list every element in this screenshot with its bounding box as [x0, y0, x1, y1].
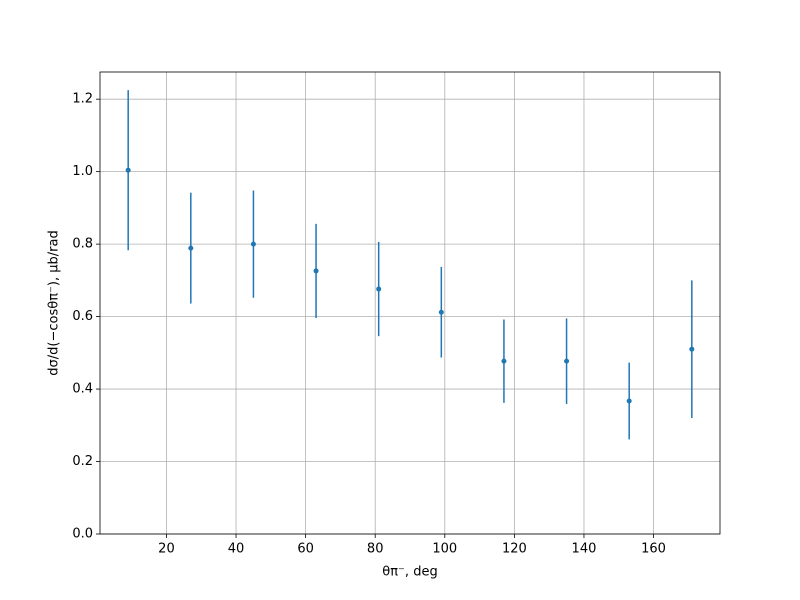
y-tick-label: 0.6: [72, 309, 93, 324]
x-tick-label: 80: [367, 542, 384, 557]
x-tick-label: 140: [572, 542, 597, 557]
data-point: [313, 268, 319, 274]
data-point: [626, 398, 632, 404]
x-tick-label: 40: [228, 542, 245, 557]
y-tick-label: 1.2: [72, 92, 93, 107]
y-axis-label: dσ/d(−cosθπ⁻), μb/rad: [47, 230, 62, 375]
x-axis-label: θπ⁻, deg: [382, 565, 437, 580]
x-tick-label: 20: [158, 542, 175, 557]
data-point: [564, 358, 570, 364]
x-tick-label: 120: [502, 542, 527, 557]
y-tick-label: 0.4: [72, 382, 93, 397]
data-point: [501, 358, 507, 364]
data-point: [689, 346, 695, 352]
data-point: [125, 167, 131, 173]
x-tick-label: 160: [641, 542, 666, 557]
y-tick-label: 0.2: [72, 454, 93, 469]
x-tick-label: 100: [432, 542, 457, 557]
data-point: [376, 286, 382, 292]
data-point: [438, 309, 444, 315]
x-tick-label: 60: [297, 542, 314, 557]
data-point: [188, 245, 194, 251]
data-point: [250, 241, 256, 247]
plot-frame: [99, 71, 721, 535]
y-tick-label: 0.8: [72, 237, 93, 252]
y-tick-label: 1.0: [72, 164, 93, 179]
y-tick-label: 0.0: [72, 527, 93, 542]
